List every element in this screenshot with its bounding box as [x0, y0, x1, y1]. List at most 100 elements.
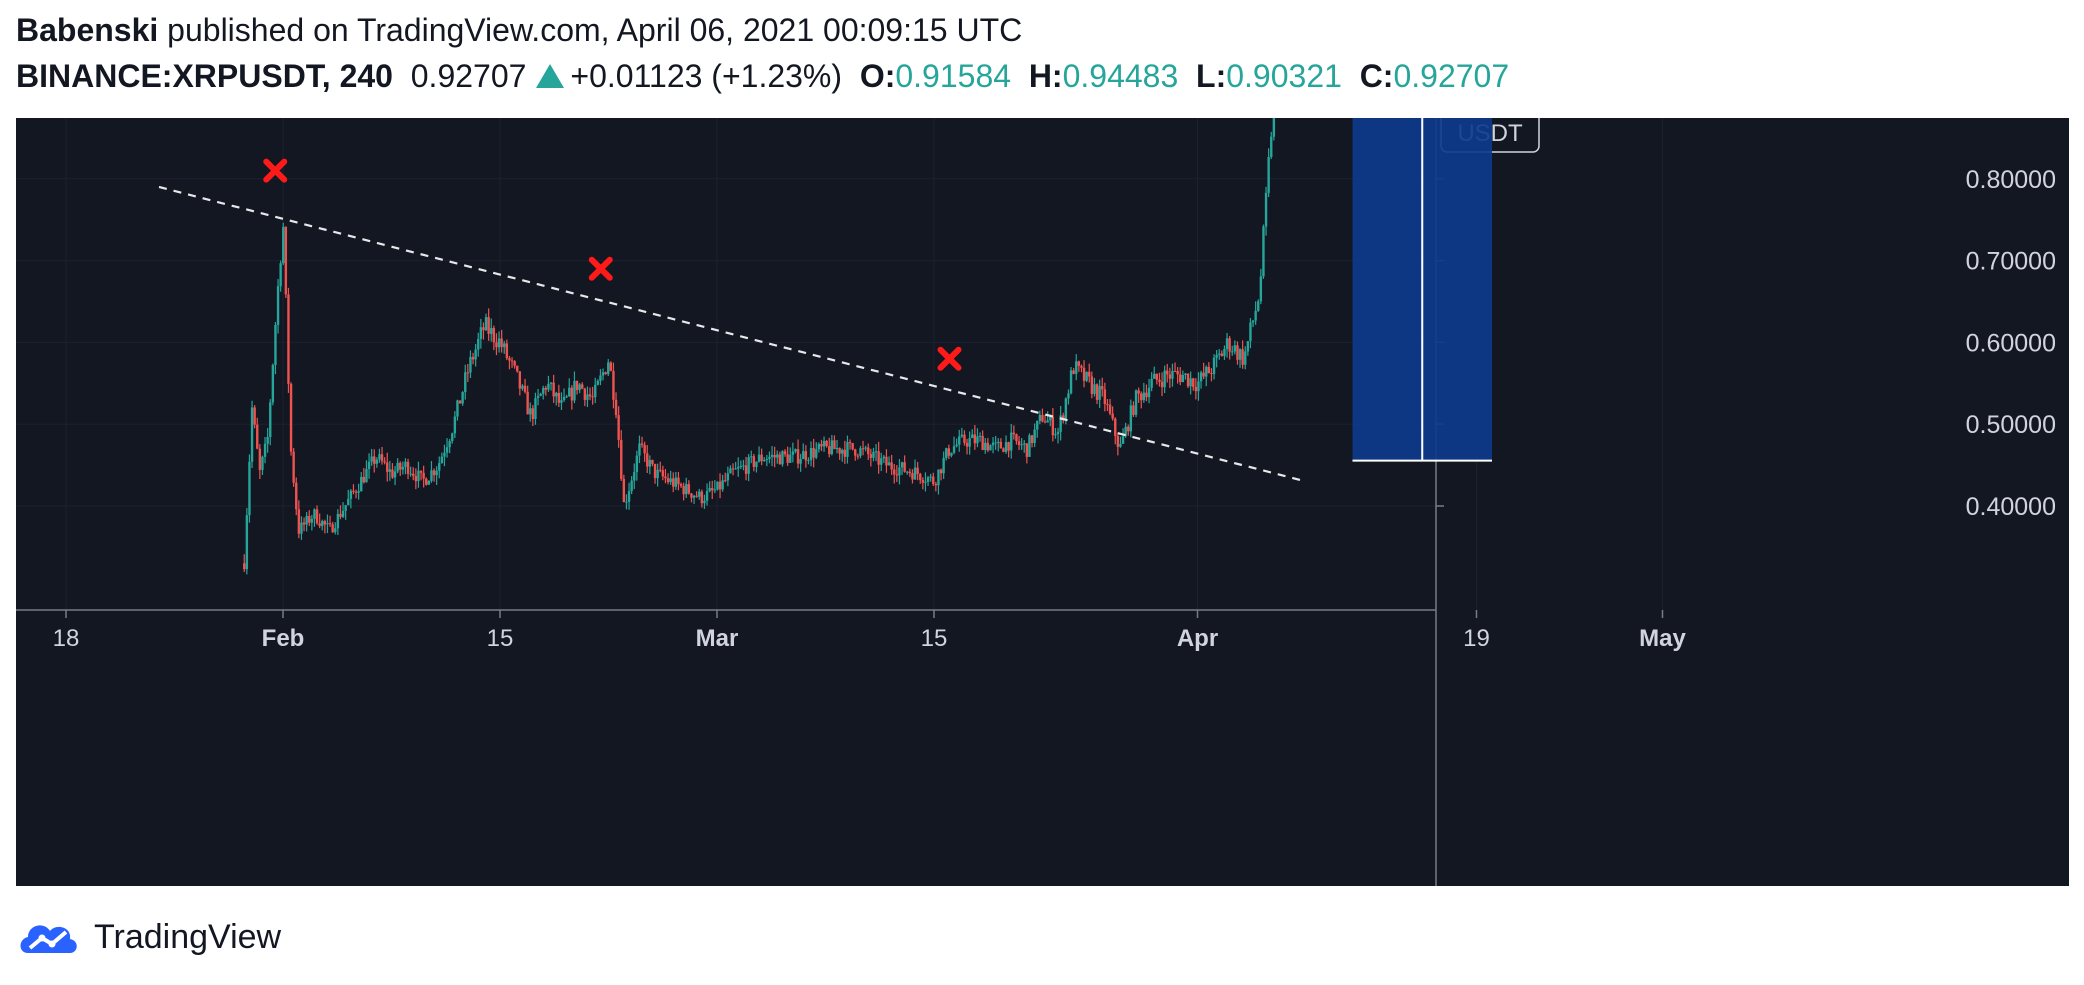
candle-body: [700, 491, 704, 504]
candle-body: [794, 449, 797, 452]
candle-body: [708, 488, 711, 492]
candle-body: [955, 444, 958, 447]
candle-body: [630, 480, 633, 492]
candle-body: [742, 465, 745, 467]
candle-body: [388, 469, 392, 472]
candle-body: [848, 442, 852, 444]
candle-body: [1064, 398, 1068, 419]
candle-body: [581, 384, 584, 389]
candle-body: [282, 226, 285, 264]
candle-body: [357, 491, 360, 493]
candle-body: [913, 467, 917, 480]
candle-body: [419, 470, 423, 473]
candle-body: [542, 387, 545, 394]
candle-body: [1059, 415, 1062, 432]
candle-body: [945, 448, 948, 459]
candle-body: [887, 462, 891, 466]
author-name[interactable]: Babenski: [16, 12, 159, 48]
candle-body: [750, 456, 753, 458]
candle-body: [880, 458, 883, 465]
symbol-name[interactable]: BINANCE:XRPUSDT, 240: [16, 58, 393, 94]
candle-body: [635, 455, 639, 473]
candle-body: [435, 470, 438, 476]
price-chart[interactable]: 18Feb15Mar15Apr19May1.100001.000000.9000…: [16, 118, 2069, 886]
candle-body: [651, 460, 654, 464]
candle-body: [362, 476, 366, 483]
close-value: 0.92707: [1393, 58, 1510, 94]
candle-body: [729, 468, 732, 474]
candle-body: [874, 451, 878, 453]
candle-body: [620, 439, 623, 479]
candle-body: [578, 384, 581, 390]
candle-body: [344, 505, 347, 511]
candle-body: [726, 473, 730, 481]
candle-body: [679, 484, 683, 486]
candle-body: [869, 454, 873, 458]
candle-body: [331, 524, 334, 533]
brand-name[interactable]: TradingView: [94, 917, 282, 956]
chart-canvas[interactable]: 18Feb15Mar15Apr19May1.100001.000000.9000…: [16, 118, 2069, 886]
candle-body: [1124, 426, 1127, 437]
price-tick-label: 0.70000: [1966, 248, 2056, 276]
rejection-marker-icon: [937, 346, 962, 371]
candle-body: [367, 461, 371, 470]
candle-body: [1038, 414, 1042, 421]
candle-body: [815, 449, 818, 458]
candle-body: [427, 480, 431, 485]
candle-body: [269, 402, 272, 437]
candle-body: [973, 434, 977, 444]
candle-body: [1002, 448, 1005, 452]
candle-body: [245, 515, 249, 570]
candle-body: [986, 442, 990, 451]
candle-body: [380, 454, 384, 462]
candle-body: [279, 263, 282, 287]
candle-body: [451, 433, 454, 441]
candle-body: [1186, 373, 1190, 387]
candle-body: [947, 448, 951, 456]
candle-body: [518, 371, 522, 389]
candle-body: [864, 447, 867, 449]
candle-body: [258, 448, 262, 470]
candle-body: [911, 473, 914, 480]
candle-body: [1212, 357, 1216, 375]
candle-body: [1207, 366, 1211, 374]
candle-body: [401, 466, 405, 470]
candle-body: [859, 448, 862, 456]
candle-body: [796, 449, 800, 464]
candle-body: [744, 465, 748, 474]
candle-body: [1106, 403, 1109, 405]
candle-body: [349, 490, 353, 499]
candle-body: [768, 456, 771, 460]
candle-body: [404, 461, 407, 467]
candle-body: [843, 449, 847, 457]
candle-body: [562, 396, 566, 401]
symbol-line: BINANCE:XRPUSDT, 240 0.92707 +0.01123 (+1…: [16, 58, 1509, 95]
candle-body: [599, 375, 602, 381]
candle-body: [453, 416, 457, 434]
resistance-trendline[interactable]: [158, 185, 1307, 483]
candle-body: [375, 459, 379, 464]
candle-body: [1043, 421, 1047, 423]
candle-body: [755, 461, 758, 467]
candle-body: [425, 478, 428, 485]
candle-body: [1155, 373, 1159, 380]
candle-body: [529, 408, 532, 415]
candle-body: [430, 470, 433, 481]
candle-body: [960, 434, 964, 437]
candle-body: [1108, 404, 1112, 414]
candle-body: [812, 448, 815, 458]
candle-body: [734, 468, 737, 470]
candle-body: [999, 441, 1003, 449]
candle-body: [1168, 374, 1172, 379]
candle-body: [1236, 345, 1239, 360]
candle-body: [328, 523, 332, 525]
candle-body: [378, 454, 381, 460]
candle-body: [1041, 414, 1044, 422]
candle-body: [934, 484, 938, 486]
candle-body: [991, 442, 995, 446]
candle-body: [547, 383, 550, 390]
candle-body: [705, 491, 709, 501]
candle-body: [1205, 366, 1208, 377]
candle-body: [1010, 432, 1013, 451]
candle-body: [1233, 345, 1237, 352]
